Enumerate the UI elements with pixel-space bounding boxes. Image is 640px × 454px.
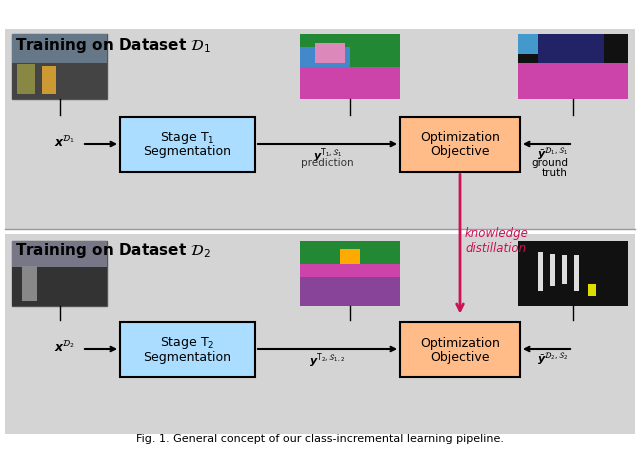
- FancyBboxPatch shape: [300, 34, 400, 99]
- Text: ground: ground: [531, 158, 568, 168]
- FancyBboxPatch shape: [5, 29, 635, 229]
- Text: Stage $\mathrm{T}_2$: Stage $\mathrm{T}_2$: [160, 335, 215, 351]
- FancyBboxPatch shape: [300, 241, 400, 306]
- Text: Objective: Objective: [430, 145, 490, 158]
- Bar: [17, 64, 35, 94]
- Text: $\boldsymbol{x}^{\mathcal{D}_1}$: $\boldsymbol{x}^{\mathcal{D}_1}$: [54, 134, 76, 150]
- Bar: [550, 253, 555, 286]
- FancyBboxPatch shape: [12, 241, 107, 306]
- Text: Stage $\mathrm{T}_1$: Stage $\mathrm{T}_1$: [160, 130, 215, 146]
- Bar: [42, 66, 56, 94]
- Bar: [12, 267, 107, 306]
- FancyBboxPatch shape: [400, 321, 520, 376]
- Bar: [574, 255, 579, 291]
- Bar: [518, 34, 538, 54]
- FancyBboxPatch shape: [400, 117, 520, 172]
- Text: $\bar{\boldsymbol{y}}^{\mathcal{D}_2, \mathcal{S}_2}$: $\bar{\boldsymbol{y}}^{\mathcal{D}_2, \m…: [537, 351, 568, 367]
- Bar: [300, 264, 400, 277]
- Bar: [315, 43, 345, 63]
- Text: prediction: prediction: [301, 158, 354, 168]
- Bar: [12, 63, 107, 99]
- Bar: [300, 277, 400, 306]
- FancyBboxPatch shape: [120, 321, 255, 376]
- Text: knowledge: knowledge: [465, 227, 529, 241]
- Text: $\boldsymbol{y}^{\mathrm{T}_2, \mathcal{S}_{1,2}}$: $\boldsymbol{y}^{\mathrm{T}_2, \mathcal{…: [310, 351, 346, 370]
- Bar: [300, 66, 400, 99]
- Bar: [12, 34, 107, 63]
- FancyBboxPatch shape: [518, 241, 628, 306]
- Text: $\bar{\boldsymbol{y}}^{\mathcal{D}_1, \mathcal{S}_1}$: $\bar{\boldsymbol{y}}^{\mathcal{D}_1, \m…: [537, 146, 568, 162]
- Text: distillation: distillation: [465, 242, 526, 256]
- Bar: [538, 252, 543, 291]
- Bar: [518, 63, 628, 99]
- FancyBboxPatch shape: [518, 34, 628, 99]
- Text: Objective: Objective: [430, 350, 490, 364]
- FancyBboxPatch shape: [5, 234, 635, 434]
- Bar: [22, 266, 37, 301]
- Text: Fig. 1. General concept of our class-incremental learning pipeline.: Fig. 1. General concept of our class-inc…: [136, 434, 504, 444]
- Text: $\boldsymbol{x}^{\mathcal{D}_2}$: $\boldsymbol{x}^{\mathcal{D}_2}$: [54, 340, 76, 355]
- Bar: [562, 255, 567, 284]
- Text: Training on Dataset $\mathcal{D}_1$: Training on Dataset $\mathcal{D}_1$: [15, 36, 211, 55]
- Bar: [340, 249, 360, 264]
- Bar: [538, 34, 604, 63]
- FancyBboxPatch shape: [12, 34, 107, 99]
- Text: Optimization: Optimization: [420, 132, 500, 144]
- Bar: [12, 241, 107, 267]
- Text: Segmentation: Segmentation: [143, 145, 232, 158]
- FancyBboxPatch shape: [120, 117, 255, 172]
- Text: Segmentation: Segmentation: [143, 350, 232, 364]
- Text: truth: truth: [542, 168, 568, 178]
- Text: $\boldsymbol{y}^{\mathrm{T}_1, \mathcal{S}_1}$: $\boldsymbol{y}^{\mathrm{T}_1, \mathcal{…: [312, 146, 342, 165]
- Text: Optimization: Optimization: [420, 336, 500, 350]
- Bar: [300, 47, 350, 66]
- Text: Training on Dataset $\mathcal{D}_2$: Training on Dataset $\mathcal{D}_2$: [15, 241, 211, 260]
- Bar: [588, 284, 596, 296]
